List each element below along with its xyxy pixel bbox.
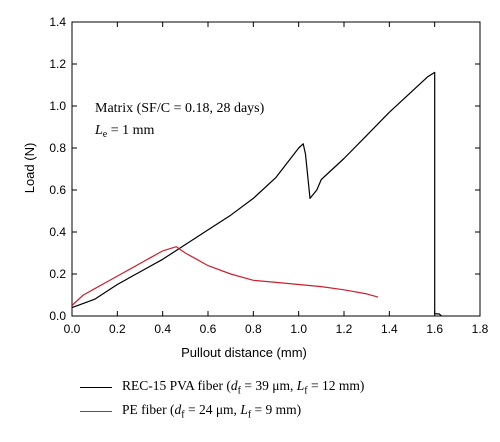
x-tick-label: 1.0 [290, 322, 307, 336]
legend-pe-d-symbol: d [174, 401, 182, 417]
legend-pe-prefix: PE fiber ( [122, 401, 175, 417]
annotation-le-symbol: L [94, 123, 103, 138]
y-tick-label: 1.2 [49, 57, 66, 71]
plot-frame [71, 21, 481, 317]
legend-pva-d-value: = 39 μm, [240, 377, 297, 393]
legend-pe-l-value: = 9 mm) [251, 401, 302, 417]
x-axis-title: Pullout distance (mm) [181, 345, 307, 360]
y-tick-label: 0.4 [49, 225, 66, 239]
y-tick-label: 1.4 [49, 15, 66, 29]
x-tick-label: 1.6 [426, 322, 443, 336]
y-tick-label: 1.0 [49, 99, 66, 113]
legend-pe-d-sub: f [181, 409, 185, 421]
legend-pva-d-sub: f [237, 385, 241, 397]
x-tick-label: 0.2 [109, 322, 126, 336]
legend-item-pe: PE fiber (df = 24 μm, Lf = 9 mm) [80, 399, 490, 423]
legend-label-pe: PE fiber (df = 24 μm, Lf = 9 mm) [122, 402, 301, 421]
x-tick-label: 0.0 [64, 322, 81, 336]
y-tick-label: 0.0 [49, 309, 66, 323]
annotation-matrix: Matrix (SF/C = 0.18, 28 days) [95, 101, 265, 116]
legend-swatch-pe [80, 410, 112, 412]
legend-swatch-pva [80, 386, 112, 388]
y-tick-label: 0.8 [49, 141, 66, 155]
legend-label-pva: REC-15 PVA fiber (df = 39 μm, Lf = 12 mm… [122, 378, 364, 397]
legend: REC-15 PVA fiber (df = 39 μm, Lf = 12 mm… [80, 375, 490, 423]
legend-pva-d-symbol: d [230, 377, 238, 393]
legend-pva-l-sub: f [304, 385, 308, 397]
series-line-pe [71, 246, 379, 306]
y-axis-title: Load (N) [22, 143, 37, 194]
x-tick-label: 1.8 [472, 322, 489, 336]
legend-item-pva: REC-15 PVA fiber (df = 39 μm, Lf = 12 mm… [80, 375, 490, 399]
series-line-pva [71, 71, 442, 317]
x-tick-label: 0.8 [245, 322, 262, 336]
annotation-le-value: = 1 mm [107, 123, 154, 138]
x-tick-label: 0.4 [154, 322, 171, 336]
x-tick-label: 1.4 [381, 322, 398, 336]
legend-pva-l-value: = 12 mm) [307, 377, 365, 393]
chart: 0.0 0.2 0.4 0.6 0.8 1.0 1.2 1.4 1.6 1.8 0.0 0.2 0.4 0… [22, 15, 489, 360]
legend-pe-l-sub: f [247, 409, 252, 421]
legend-pe-d-value: = 24 μm, [184, 401, 241, 417]
legend-pe-l-symbol: L [240, 401, 248, 417]
y-tick-label: 0.6 [49, 183, 66, 197]
x-tick-label: 0.6 [200, 322, 217, 336]
legend-pva-l-symbol: L [296, 377, 305, 393]
annotation-le-subscript: e [103, 129, 108, 140]
legend-pva-prefix: REC-15 PVA fiber ( [122, 377, 231, 393]
annotation-embedded-length: Le = 1 mm [94, 123, 155, 140]
y-tick-label: 0.2 [49, 267, 66, 281]
x-tick-label: 1.2 [336, 322, 353, 336]
